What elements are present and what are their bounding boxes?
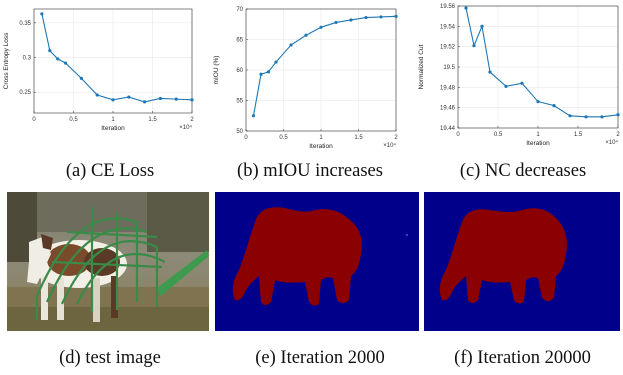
x-tick-label: 1	[111, 117, 115, 123]
caption-b: (b) mIOU increases	[237, 161, 383, 181]
x-axis-label: Iteration	[309, 143, 333, 150]
x-tick-label: 0	[456, 132, 460, 138]
x-tick-label: 1.5	[574, 132, 583, 138]
x-tick-label: 2	[616, 132, 620, 138]
x-exponent-label: ×10⁴	[605, 139, 618, 146]
series-line	[252, 15, 397, 116]
y-tick-label: 50	[236, 129, 243, 135]
data-point	[40, 12, 44, 16]
data-point	[464, 6, 468, 10]
data-point	[259, 72, 263, 76]
data-point	[274, 60, 278, 64]
x-tick-label: 0.5	[69, 117, 78, 123]
y-tick-label: 65	[236, 38, 243, 44]
x-tick-label: 0.5	[494, 132, 503, 138]
segmentation-iter-2000	[215, 192, 419, 331]
data-point	[190, 98, 194, 102]
y-tick-label: 19.5	[443, 65, 455, 71]
y-tick-label: 19.48	[440, 85, 456, 91]
chart-normalized-cut: 0 0.5 1 1.5 2 19.44 19.46 19.48 19.5 19.52 19.54 19…	[418, 4, 620, 147]
data-point	[520, 81, 524, 85]
data-point	[394, 14, 398, 18]
caption-f: (f) Iteration 20000	[454, 348, 591, 368]
caption-d: (d) test image	[59, 348, 161, 368]
data-point	[536, 99, 540, 104]
y-tick-label: 19.44	[440, 126, 456, 132]
x-tick-label: 1	[319, 135, 323, 141]
data-point	[504, 84, 508, 88]
chart-miou: 0 0.5 1 1.5 2 50 55 60 65 70 Iteration ×10⁴ mIOU (%)	[213, 7, 398, 150]
data-point	[480, 24, 484, 28]
data-point	[488, 70, 492, 74]
data-point	[472, 44, 476, 48]
series-line	[465, 7, 619, 118]
x-tick-label: 1.5	[354, 135, 363, 141]
data-point	[143, 100, 147, 104]
y-tick-label: 19.46	[440, 106, 456, 112]
data-point	[111, 98, 115, 102]
data-point	[364, 15, 368, 20]
y-axis-label: mIOU (%)	[213, 56, 220, 85]
x-exponent-label: ×10⁴	[179, 124, 192, 131]
data-point	[79, 76, 83, 80]
x-axis-label: Iteration	[526, 140, 550, 147]
data-point	[266, 70, 271, 74]
y-tick-label: 70	[236, 7, 243, 13]
test-image	[7, 192, 209, 331]
data-point	[379, 15, 383, 19]
data-point	[304, 33, 308, 37]
x-tick-label: 0	[244, 135, 248, 141]
y-tick-label: 19.56	[440, 4, 456, 10]
caption-a: (a) CE Loss	[65, 161, 155, 181]
y-tick-label: 19.54	[440, 24, 456, 30]
y-tick-label: 0.35	[19, 21, 31, 27]
y-axis-label: Normalized Cut	[418, 44, 425, 89]
x-tick-label: 2	[394, 135, 398, 141]
x-exponent-label: ×10⁴	[383, 142, 396, 149]
y-tick-label: 55	[236, 99, 243, 105]
x-axis-label: Iteration	[101, 125, 125, 132]
caption-e: (e) Iteration 2000	[255, 348, 385, 368]
y-tick-label: 19.52	[440, 45, 456, 51]
segmentation-iter-20000	[424, 192, 620, 331]
data-point	[584, 115, 588, 119]
data-point	[48, 49, 52, 53]
data-point	[127, 95, 131, 99]
data-point	[616, 113, 620, 117]
y-axis-label: Cross Entropy Loss	[3, 32, 10, 89]
data-point	[568, 114, 572, 118]
series-line	[41, 13, 193, 103]
x-tick-label: 0.5	[279, 135, 288, 141]
data-point	[64, 61, 68, 65]
data-point	[158, 96, 162, 101]
data-point	[56, 57, 60, 61]
y-tick-label: 60	[236, 68, 243, 74]
data-point	[95, 93, 99, 97]
chart-ce-loss: 0 0.5 1 1.5 2 0.25 0.3 0.35 Iteration ×10⁴ Cross E…	[3, 8, 194, 132]
segmentation-mask-20000	[424, 192, 620, 331]
y-tick-label: 0.25	[19, 90, 31, 96]
data-point	[174, 97, 178, 101]
data-point	[319, 25, 323, 29]
data-point	[289, 43, 293, 47]
data-point	[600, 115, 604, 119]
data-point	[251, 114, 256, 118]
segmentation-mask-2000	[215, 192, 419, 331]
data-point	[349, 18, 353, 22]
x-tick-label: 1	[536, 132, 540, 138]
caption-c: (c) NC decreases	[459, 161, 587, 181]
x-tick-label: 1.5	[148, 117, 157, 123]
x-tick-label: 0	[32, 117, 36, 123]
data-point	[334, 20, 338, 25]
x-tick-label: 2	[190, 117, 194, 123]
data-point	[552, 104, 556, 108]
y-tick-label: 0.3	[23, 56, 32, 62]
horse-photo-illustration	[7, 192, 209, 331]
